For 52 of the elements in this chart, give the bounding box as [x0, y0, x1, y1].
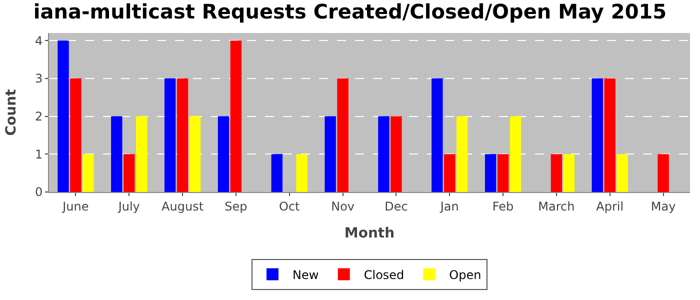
- bar: [592, 78, 604, 192]
- bar: [70, 78, 82, 192]
- x-tick-label: Dec: [384, 199, 408, 214]
- y-tick-label: 4: [34, 34, 43, 48]
- legend-label: Open: [449, 268, 482, 282]
- bar: [390, 116, 402, 192]
- bar: [550, 154, 562, 192]
- bar: [230, 40, 242, 192]
- bar: [497, 154, 509, 192]
- bar: [563, 154, 575, 192]
- x-axis-title: Month: [344, 226, 395, 242]
- bar: [432, 78, 443, 192]
- bar: [271, 154, 283, 192]
- bar: [337, 78, 348, 192]
- y-tick-label: 0: [34, 185, 43, 200]
- bar: [176, 78, 188, 192]
- bar: [456, 116, 468, 192]
- legend-label: New: [292, 268, 319, 282]
- bar: [658, 154, 669, 192]
- bar: [82, 154, 94, 192]
- bar: [484, 154, 496, 192]
- x-tick-label: Sep: [224, 199, 248, 214]
- chart-title: iana-multicast Requests Created/Closed/Open May 2015: [33, 0, 667, 24]
- bar: [296, 154, 308, 192]
- bar: [58, 40, 69, 192]
- x-tick-label: Feb: [492, 199, 514, 214]
- x-tick-label: Jan: [439, 199, 459, 214]
- bar: [510, 116, 522, 192]
- x-tick-label: Oct: [279, 199, 300, 214]
- bar: [124, 154, 135, 192]
- y-tick-label: 2: [34, 109, 43, 124]
- x-tick-label: July: [117, 199, 140, 214]
- x-tick-label: August: [162, 199, 204, 214]
- bar: [218, 116, 230, 192]
- bar: [444, 154, 456, 192]
- bar: [164, 78, 176, 192]
- bar: [111, 116, 122, 192]
- legend-label: Closed: [364, 268, 404, 282]
- x-tick-label: May: [650, 199, 676, 214]
- bar: [136, 116, 148, 192]
- x-tick-label: April: [596, 199, 624, 214]
- x-tick-label: June: [62, 199, 89, 214]
- bar: [604, 78, 616, 192]
- y-tick-label: 1: [34, 147, 43, 162]
- bar: [189, 116, 201, 192]
- y-axis-title: Count: [4, 88, 20, 136]
- bar: [324, 116, 336, 192]
- bar: [616, 154, 628, 192]
- x-tick-label: Nov: [331, 199, 354, 214]
- y-tick-label: 3: [34, 72, 43, 86]
- bar: [378, 116, 390, 192]
- x-tick-label: March: [538, 199, 575, 214]
